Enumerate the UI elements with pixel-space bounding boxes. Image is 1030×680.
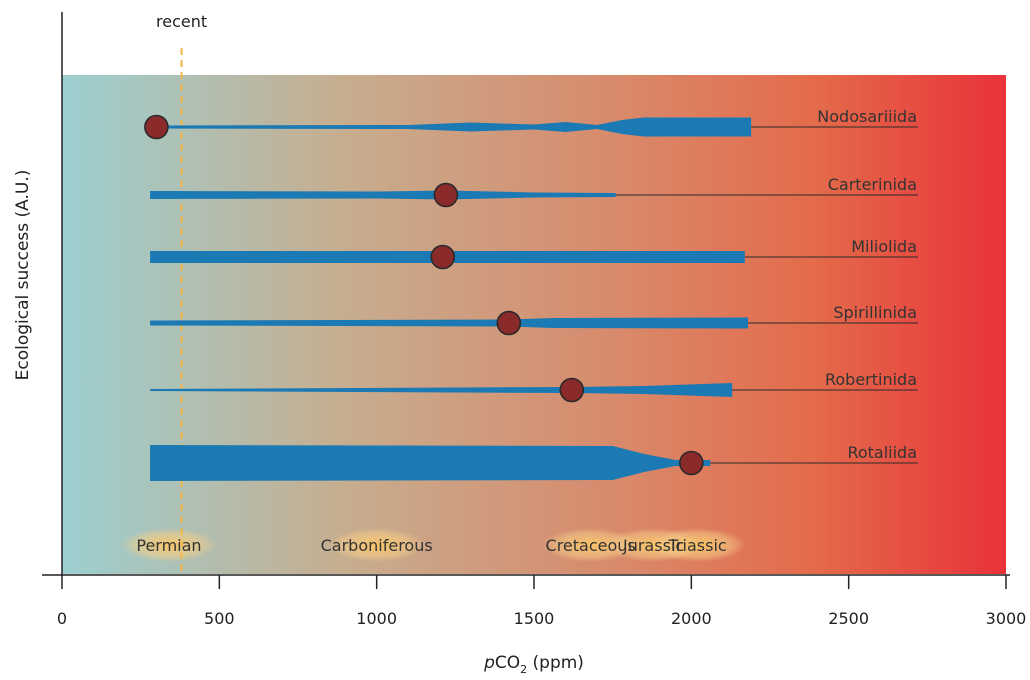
x-axis-title-sub: 2: [520, 663, 527, 676]
period-label-triassic: Triassic: [668, 536, 727, 555]
series-label-nodosariiida: Nodosariiida: [817, 107, 917, 126]
geological-periods: Permian Carboniferous CretaceousJurassicTr…: [120, 528, 746, 562]
spindle-rotaliida: [150, 445, 711, 481]
x-axis-title-prefix: p: [483, 653, 495, 673]
optimum-marker-rotaliida: [679, 450, 704, 476]
optimum-marker-spirillinida: [496, 310, 522, 336]
period-label-permian: Permian: [136, 536, 201, 555]
period-glow-triassic: [649, 528, 746, 562]
period-glow-permian: [120, 528, 217, 562]
recent-label: recent: [156, 12, 207, 31]
period-label-carboniferous: Carboniferous: [321, 536, 433, 555]
x-axis-title: pCO2 (ppm): [483, 653, 584, 676]
series-label-rotaliida: Rotaliida: [847, 443, 917, 462]
series-label-spirillinida: Spirillinida: [833, 303, 917, 322]
spindle-robertinida: [150, 383, 733, 397]
spindle-nodosariiida: [156, 117, 752, 137]
optimum-marker-nodosariiida: [144, 114, 169, 140]
optimum-marker-miliolida: [430, 244, 456, 270]
spindle-spirillinida: [150, 317, 749, 329]
x-tick-label-500: 500: [204, 609, 235, 628]
series-label-carterinida: Carterinida: [828, 175, 917, 194]
x-tick-label-2000: 2000: [671, 609, 712, 628]
period-glow-carboniferous: [328, 528, 425, 562]
x-axis-title-suffix: (ppm): [527, 653, 584, 673]
series-label-robertinida: Robertinida: [825, 370, 917, 389]
taxa-series: Nodosariiida Carterinida Miliolida Spirilli…: [144, 107, 918, 481]
optimum-marker-robertinida: [559, 377, 585, 403]
optimum-marker-carterinida: [433, 182, 459, 208]
recent-reference: recent: [156, 12, 207, 572]
period-label-jurassic: Jurassic: [622, 536, 684, 555]
spindle-carterinida: [150, 190, 616, 200]
x-tick-label-1500: 1500: [514, 609, 555, 628]
x-tick-label-0: 0: [57, 609, 67, 628]
x-ticks: 0 500 1000 1500 2000 2500 3000: [57, 575, 1026, 628]
y-axis-title: Ecological success (A.U.): [13, 170, 33, 381]
period-label-cretaceous: Cretaceous: [546, 536, 636, 555]
x-tick-label-1000: 1000: [356, 609, 397, 628]
series-label-miliolida: Miliolida: [851, 237, 917, 256]
x-axis-title-main: CO: [495, 653, 520, 673]
x-tick-label-2500: 2500: [828, 609, 869, 628]
x-tick-label-3000: 3000: [986, 609, 1027, 628]
